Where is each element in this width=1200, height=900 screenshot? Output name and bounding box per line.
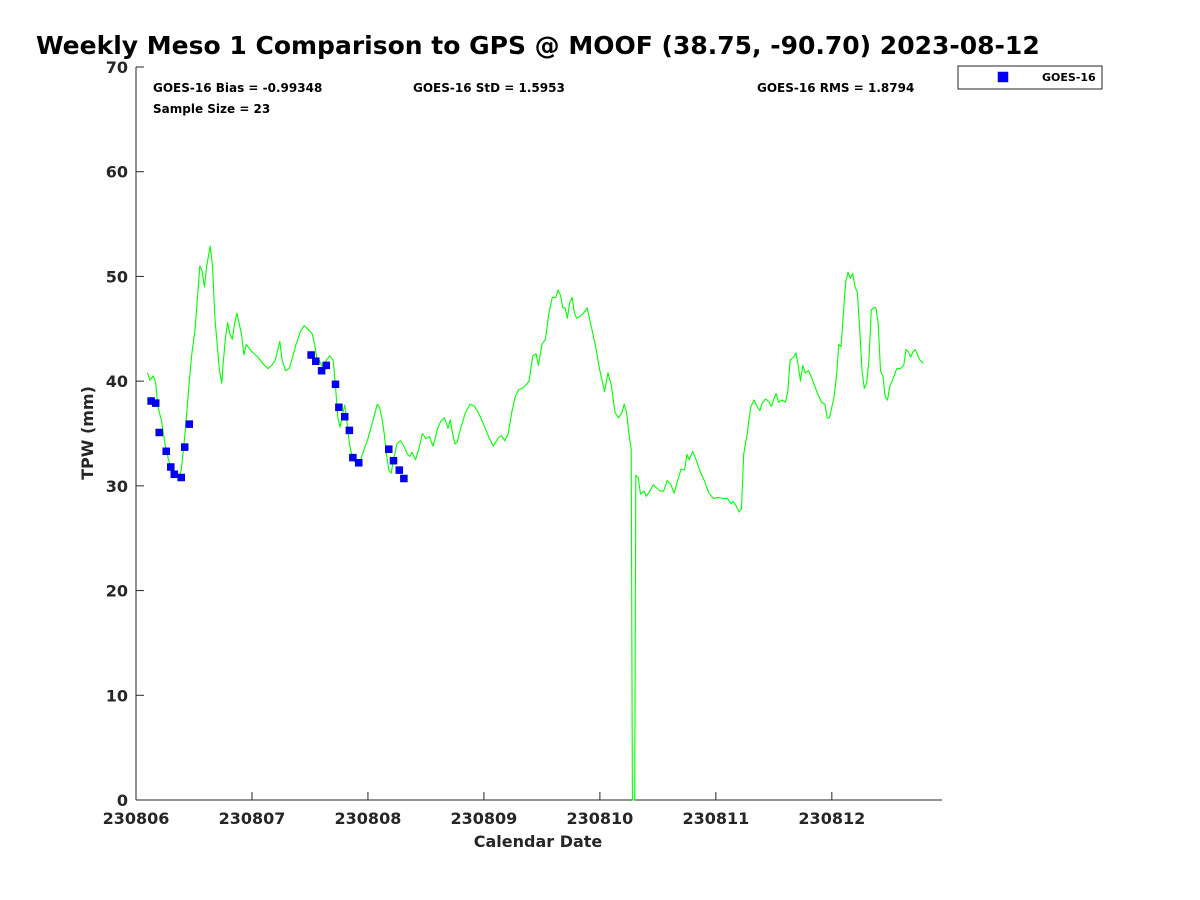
y-tick-label: 70 [106, 58, 128, 77]
goes-16-point [167, 463, 175, 471]
x-tick-label: 230807 [219, 809, 286, 828]
goes-16-point [151, 399, 160, 407]
chart-title: Weekly Meso 1 Comparison to GPS @ MOOF (… [36, 31, 1040, 60]
goes-16-point [307, 351, 315, 359]
bias-stat: GOES-16 Bias = -0.99348 [153, 81, 322, 95]
goes-16-point [162, 447, 170, 456]
legend-label-goes-16: GOES-16 [1042, 71, 1096, 84]
y-axis-label: TPW (mm) [78, 386, 97, 480]
goes-16-point [354, 459, 363, 467]
x-tick-label: 230808 [335, 809, 402, 828]
sample-size-stat: Sample Size = 23 [153, 102, 270, 116]
std-stat: GOES-16 StD = 1.5953 [413, 81, 565, 95]
goes-16-point [400, 474, 408, 483]
y-tick-label: 50 [106, 267, 128, 286]
goes-16-point [180, 443, 189, 451]
x-tick-label: 230811 [682, 809, 749, 828]
gps-tpw-line [147, 245, 924, 801]
goes-16-point [312, 357, 320, 365]
goes-16-point [155, 428, 163, 437]
goes-16-point [345, 426, 354, 435]
plot-area [136, 67, 942, 800]
goes-16-point [395, 466, 404, 474]
goes-16-point [317, 366, 326, 375]
y-tick-label: 30 [106, 477, 128, 496]
legend-marker-goes-16 [997, 71, 1009, 83]
y-tick-label: 0 [117, 791, 128, 810]
goes-16-point [331, 380, 340, 389]
y-tick-label: 60 [106, 163, 128, 182]
goes-16-point [170, 470, 179, 479]
goes-16-point [340, 412, 349, 421]
y-ticks: 0 10 20 30 40 50 60 70 [106, 58, 144, 810]
series-layer [147, 245, 924, 801]
x-tick-label: 230810 [566, 809, 633, 828]
y-tick-label: 10 [106, 686, 128, 705]
legend-box [957, 65, 1103, 90]
goes-16-point [185, 420, 194, 428]
y-tick-label: 40 [106, 372, 128, 391]
x-tick-label: 230809 [451, 809, 518, 828]
goes-16-point [349, 453, 357, 462]
y-tick-label: 20 [106, 582, 128, 601]
goes-16-point [177, 473, 185, 482]
goes-16-point [322, 361, 330, 370]
x-ticks: 230806 230807 230808 230809 230810 230811 2308… [103, 792, 865, 828]
goes-16-point [335, 403, 343, 412]
legend: GOES-16 [957, 65, 1103, 90]
rms-stat: GOES-16 RMS = 1.8794 [757, 81, 914, 95]
goes-16-point [385, 445, 393, 453]
x-tick-label: 230806 [103, 809, 170, 828]
x-axis-label: Calendar Date [474, 832, 603, 851]
x-tick-label: 230812 [798, 809, 865, 828]
goes-16-point [389, 456, 398, 465]
